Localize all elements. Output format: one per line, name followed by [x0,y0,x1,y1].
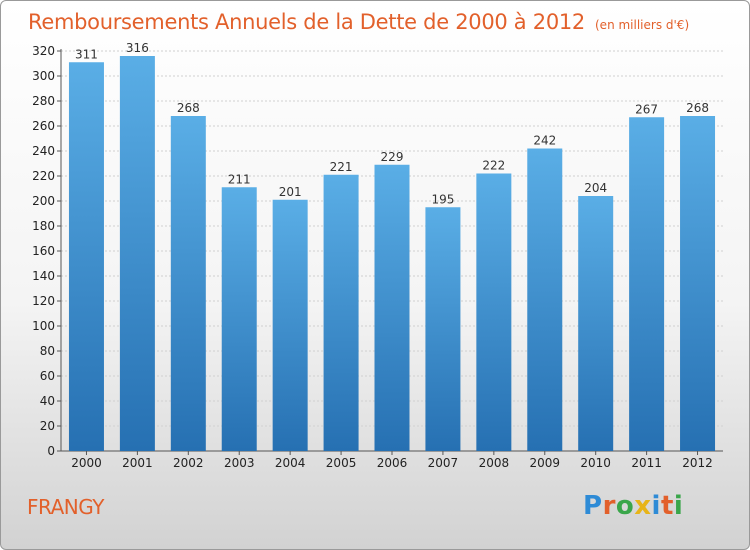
y-tick-label: 0 [47,444,55,458]
logo-letter: r [602,491,616,521]
logo-letter: i [673,491,684,521]
data-label: 229 [381,150,404,164]
y-tick-label: 200 [32,194,55,208]
x-tick-label: 2005 [326,456,357,470]
data-label: 204 [584,181,607,195]
x-tick-label: 2000 [71,456,102,470]
data-label: 268 [177,101,200,115]
bar-2009 [527,148,563,451]
y-tick-label: 40 [40,394,55,408]
bar-2004 [272,199,308,451]
bar-2011 [629,117,665,451]
y-tick-label: 180 [32,219,55,233]
y-tick-label: 160 [32,244,55,258]
y-tick-label: 100 [32,319,55,333]
bar-2000 [68,62,104,451]
data-label: 222 [482,159,505,173]
x-tick-label: 2007 [428,456,459,470]
logo-letter: t [660,491,674,521]
unit-note: (en milliers d'€) [595,18,690,32]
y-tick-label: 260 [32,119,55,133]
bar-2012 [680,116,716,451]
data-label: 242 [533,134,556,148]
data-label: 316 [126,41,149,55]
y-tick-label: 120 [32,294,55,308]
x-tick-label: 2003 [224,456,255,470]
data-label: 195 [431,192,454,206]
data-label: 267 [635,102,658,116]
x-tick-label: 2006 [377,456,408,470]
bar-2006 [374,164,410,451]
chart-title-text: Remboursements Annuels de la Dette de 20… [28,10,585,34]
x-tick-label: 2002 [173,456,204,470]
x-tick-label: 2009 [529,456,560,470]
x-tick-label: 2001 [122,456,153,470]
bar-2001 [119,56,155,451]
bar-2005 [323,174,359,451]
y-tick-label: 20 [40,419,55,433]
logo-text: Proxiti [583,491,683,521]
x-tick-label: 2012 [682,456,713,470]
place-name: FRANGY [27,495,104,519]
logo-letter: x [634,491,652,521]
x-tick-label: 2010 [580,456,611,470]
y-tick-label: 240 [32,144,55,158]
data-label: 201 [279,185,302,199]
bar-2010 [578,196,614,451]
y-tick-label: 220 [32,169,55,183]
chart-title: Remboursements Annuels de la Dette de 20… [28,10,689,34]
proxiti-logo[interactable]: Proxiti [583,491,683,521]
logo-letter: i [651,491,661,521]
y-tick-label: 80 [40,344,55,358]
bar-2008 [476,173,512,451]
bars [68,56,716,451]
x-tick-label: 2008 [479,456,510,470]
x-tick-label: 2011 [631,456,662,470]
y-tick-label: 60 [40,369,55,383]
bar-2002 [170,116,206,451]
data-label: 211 [228,172,251,186]
x-tick-label: 2004 [275,456,306,470]
y-tick-label: 300 [32,69,55,83]
data-label: 268 [686,101,709,115]
data-label: 221 [330,160,353,174]
y-tick-label: 140 [32,269,55,283]
logo-letter: P [583,491,603,521]
y-tick-label: 320 [32,44,55,58]
logo-letter: o [615,491,635,521]
data-label: 311 [75,47,98,61]
bar-2007 [425,207,461,451]
labels: 0 20 40 60 80 100 120 140 160 180 200 220 240 260 280 3… [32,41,713,470]
bar-2003 [221,187,257,451]
y-tick-label: 280 [32,94,55,108]
